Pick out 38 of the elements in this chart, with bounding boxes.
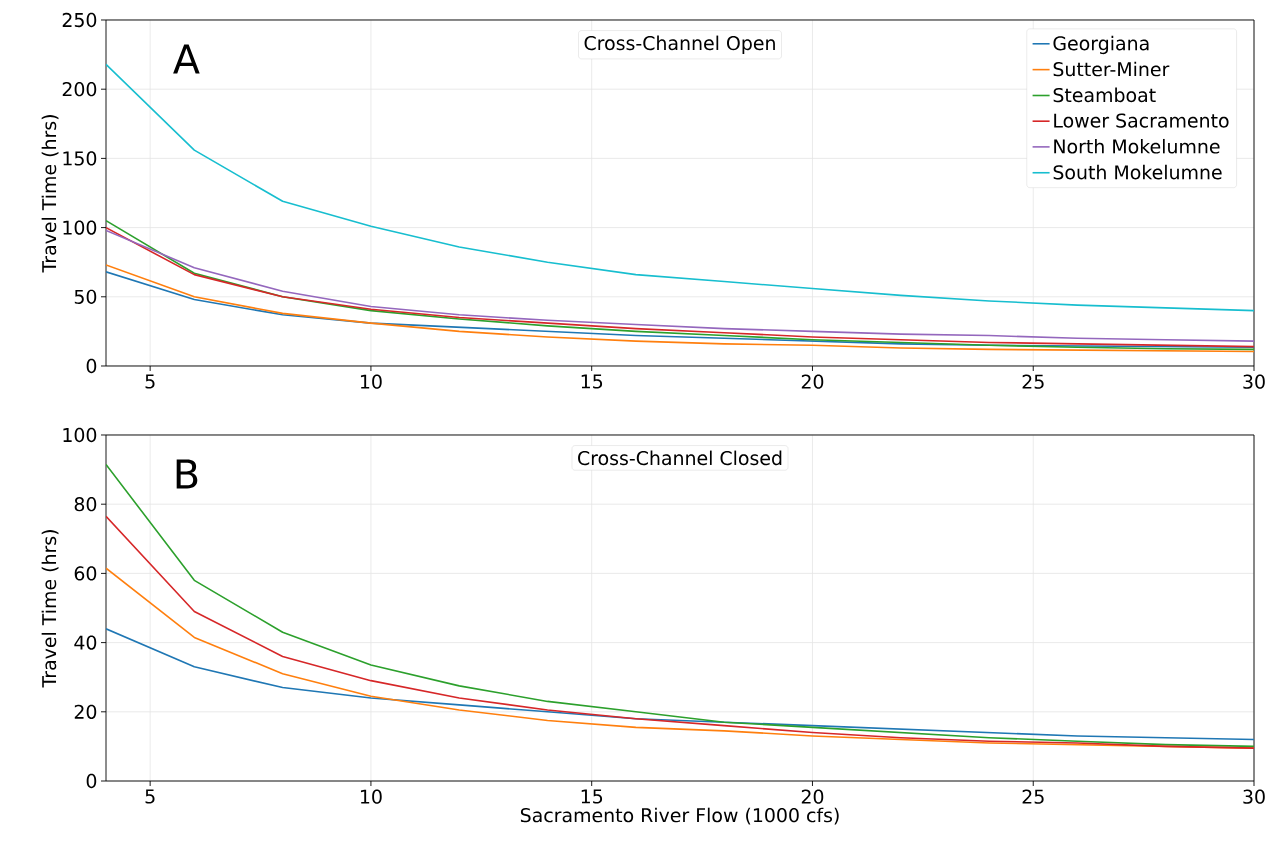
y-tick-label: 20 [74,704,97,719]
x-tick-label: 5 [145,374,155,389]
y-tick-label: 250 [62,12,97,28]
x-tick-label: 15 [581,789,603,804]
x-tick-label: 30 [1243,789,1265,804]
line-series [106,515,1255,749]
x-tick-label: 5 [145,789,155,804]
x-tick-label: 10 [360,789,382,804]
x-tick-label: 30 [1243,374,1265,389]
y-tick-label: 200 [62,82,97,97]
legend-label: Steamboat [1053,87,1156,103]
text: Cross-Channel Closed [578,450,782,466]
y-axis-title: Travel Time (hrs) [41,115,59,273]
text: Cross-Channel Open [584,35,775,54]
y-tick-label: 80 [74,497,97,512]
x-axis-title: Sacramento River Flow (1000 cfs) [520,807,839,825]
y-tick-label: 60 [74,566,97,581]
y-tick-label: 100 [63,427,97,443]
annotation: B [176,459,198,489]
y-tick-label: 50 [74,289,97,304]
y-axis-title: Travel Time (hrs) [41,530,59,688]
legend-label: South Mokelumne [1053,164,1222,180]
x-tick-label: 15 [581,374,603,389]
annotation: A [173,44,200,74]
x-tick-label: 20 [801,789,824,804]
y-tick-label: 100 [63,220,97,235]
y-tick-label: 40 [74,635,97,650]
y-tick-label: 150 [63,151,97,166]
x-tick-label: 10 [360,374,382,389]
y-tick-label: 0 [86,358,97,374]
y-tick-label: 0 [86,773,97,789]
x-tick-label: 25 [1022,789,1044,804]
legend-label: North Mokelumne [1054,138,1220,154]
legend-label: Georgiana [1053,35,1149,55]
legend-label: Sutter-Miner [1053,61,1170,77]
x-tick-label: 20 [801,374,824,389]
x-tick-label: 25 [1022,374,1044,389]
legend-label: Lower Sacramento [1054,113,1229,128]
